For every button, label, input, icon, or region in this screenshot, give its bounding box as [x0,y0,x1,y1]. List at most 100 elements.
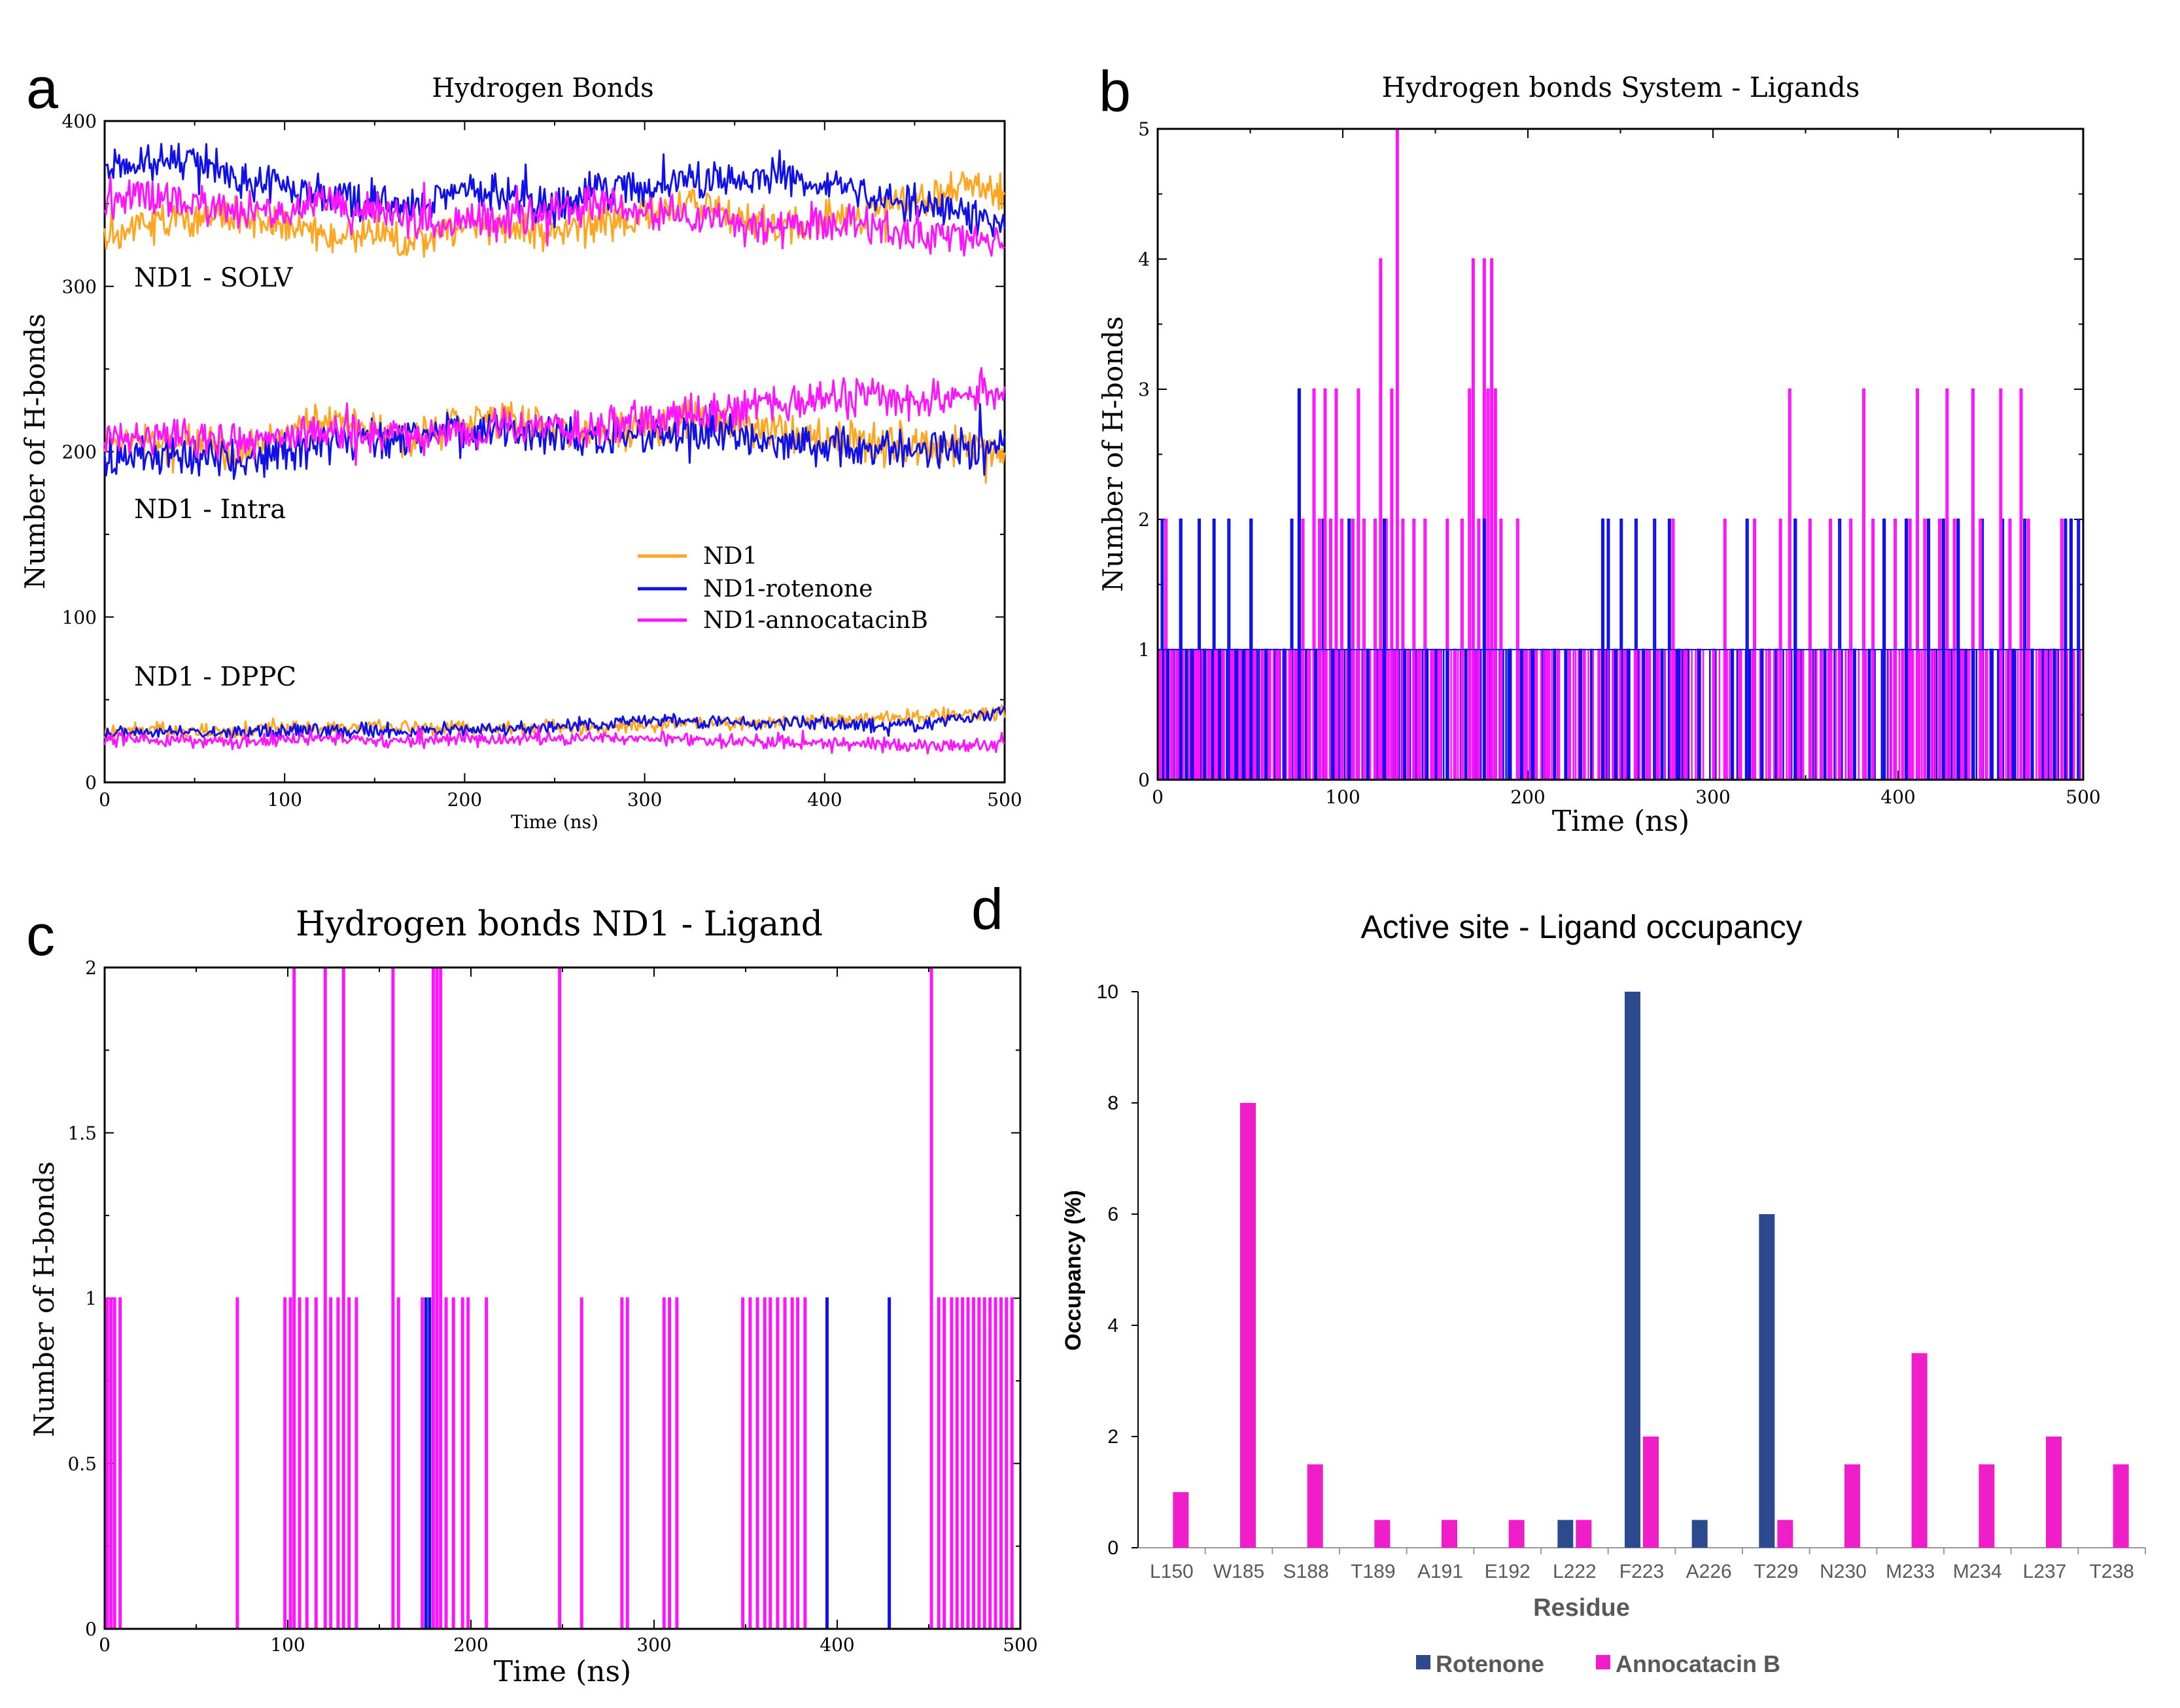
y-tick-label-c: 0 [85,1618,97,1640]
y-tick-label-d: 6 [1107,1204,1118,1225]
series-line-ND1-rotenone-1 [104,143,1006,237]
y-tick-label-b: 0 [1138,769,1150,791]
y-axis-label-a: Number of H-bonds [19,313,51,589]
y-tick-label-a: 100 [62,606,97,628]
x-tick-label-a: 200 [447,789,482,810]
bar-Rotenone-A226 [1691,1520,1708,1548]
panel-b: b Hydrogen bonds System - Ligands Number o… [1097,59,2101,838]
x-tick-label-c: 400 [820,1634,854,1656]
x-tick-label-a: 0 [99,789,111,810]
plot-frame-top-b [1156,128,2085,781]
bar-Annocatacin-B-W185 [1240,1103,1256,1548]
y-axis-label-c: Number of H-bonds [28,1161,60,1437]
series-spikes-rotenone [424,1297,891,1629]
y-tick-label-b: 3 [1138,379,1150,400]
x-tick-label-a: 100 [267,789,302,810]
panel-label-c: c [26,903,55,967]
category-label: L237 [2023,1561,2067,1582]
category-label: F223 [1619,1561,1664,1582]
y-tick-label-d: 8 [1107,1092,1118,1114]
bar-Annocatacin-B-L150 [1173,1492,1189,1548]
bar-Annocatacin-B-L237 [2046,1437,2062,1548]
chart-title-d: Active site - Ligand occupancy [1360,909,1802,945]
y-tick-label-a: 200 [62,442,97,463]
panel-a: a Hydrogen Bonds Number of H-bonds Time (ns… [19,56,1022,833]
category-label: T238 [2089,1561,2134,1582]
series-line-ND1-annocatacinB-2 [103,367,1006,466]
chart-title-b: Hydrogen bonds System - Ligands [1381,71,1860,103]
category-label: T229 [1754,1561,1798,1582]
x-axis-label-b: Time (ns) [1552,805,1689,838]
bar-Rotenone-T229 [1759,1214,1775,1548]
y-tick-label-a: 300 [62,276,97,298]
y-tick-label-d: 2 [1107,1426,1118,1448]
legend-label: ND1 [703,543,757,570]
legend-label-annocatacin: Annocatacin B [1616,1650,1780,1677]
group-label: ND1 - SOLV [134,263,293,293]
bar-Annocatacin-B-E192 [1508,1520,1525,1548]
y-tick-label-c: 1 [85,1288,97,1310]
x-tick-label-c: 500 [1003,1634,1037,1656]
legend-label: ND1-annocatacinB [703,607,928,634]
category-label: A191 [1417,1561,1463,1582]
bar-Annocatacin-B-T238 [2113,1464,2129,1548]
bar-Annocatacin-B-M234 [1979,1464,1995,1548]
legend-label-rotenone: Rotenone [1436,1650,1544,1677]
series-line-ND1-rotenone-3 [103,705,1006,742]
x-tick-label-b: 500 [2066,786,2100,808]
x-axis-label-c: Time (ns) [494,1655,631,1688]
category-label: L222 [1553,1561,1597,1582]
category-label: T189 [1351,1561,1395,1582]
y-axis-label-d: Occupancy (%) [1061,1190,1086,1351]
y-tick-label-c: 2 [85,957,97,979]
bar-Annocatacin-B-L222 [1576,1520,1592,1548]
chart-title-a: Hydrogen Bonds [432,73,653,103]
legend-swatch-annocatacin [1596,1655,1610,1669]
category-label: M233 [1886,1561,1935,1582]
panel-label-a: a [26,56,58,120]
panel-c: c Hydrogen bonds ND1 - Ligand Number of H-… [26,903,1038,1688]
panel-label-d: d [971,877,1003,941]
x-tick-label-a: 500 [987,789,1022,810]
bar-Annocatacin-B-N230 [1844,1464,1860,1548]
x-tick-label-b: 400 [1880,786,1915,808]
x-tick-label-c: 0 [99,1634,111,1656]
x-tick-label-b: 0 [1152,786,1164,808]
legend-swatch-rotenone [1416,1655,1430,1669]
y-tick-label-b: 4 [1138,249,1150,270]
category-label: A226 [1686,1561,1732,1582]
x-tick-label-c: 300 [636,1634,671,1656]
category-label: L150 [1150,1561,1194,1582]
x-tick-label-c: 200 [453,1634,488,1656]
y-tick-label-d: 10 [1097,981,1118,1003]
series-line-ND1-annocatacinB-3 [103,724,1005,755]
y-tick-label-a: 0 [85,772,97,793]
bar-Rotenone-F223 [1625,992,1640,1548]
series-spikes-annocatacin-B [105,966,1014,1629]
y-tick-label-a: 400 [62,111,97,132]
bar-Annocatacin-B-T229 [1777,1520,1793,1548]
x-tick-label-c: 100 [270,1634,305,1656]
x-axis-label-d: Residue [1533,1594,1630,1622]
x-tick-label-b: 300 [1695,786,1730,808]
group-label: ND1 - DPPC [134,662,296,692]
y-axis-label-b: Number of H-bonds [1097,316,1129,591]
bar-Annocatacin-B-T189 [1374,1520,1391,1548]
x-tick-label-a: 300 [627,789,662,810]
x-tick-label-b: 200 [1510,786,1545,808]
x-axis-label-a: Time (ns) [511,811,598,833]
x-tick-label-b: 100 [1325,786,1360,808]
legend-label: ND1-rotenone [703,576,873,602]
plot-frame-top-c [103,966,1022,1630]
category-label: S188 [1283,1561,1329,1582]
bar-Annocatacin-B-M233 [1911,1353,1928,1548]
y-tick-label-b: 1 [1138,639,1150,661]
category-label: E192 [1485,1561,1531,1582]
bar-Annocatacin-B-F223 [1643,1437,1659,1548]
y-tick-label-c: 1.5 [67,1123,97,1144]
series-line-ND1-annocatacinB-1 [103,176,1005,257]
category-label: N230 [1820,1561,1867,1582]
x-tick-label-a: 400 [807,789,842,810]
bar-Annocatacin-B-A191 [1442,1520,1457,1548]
